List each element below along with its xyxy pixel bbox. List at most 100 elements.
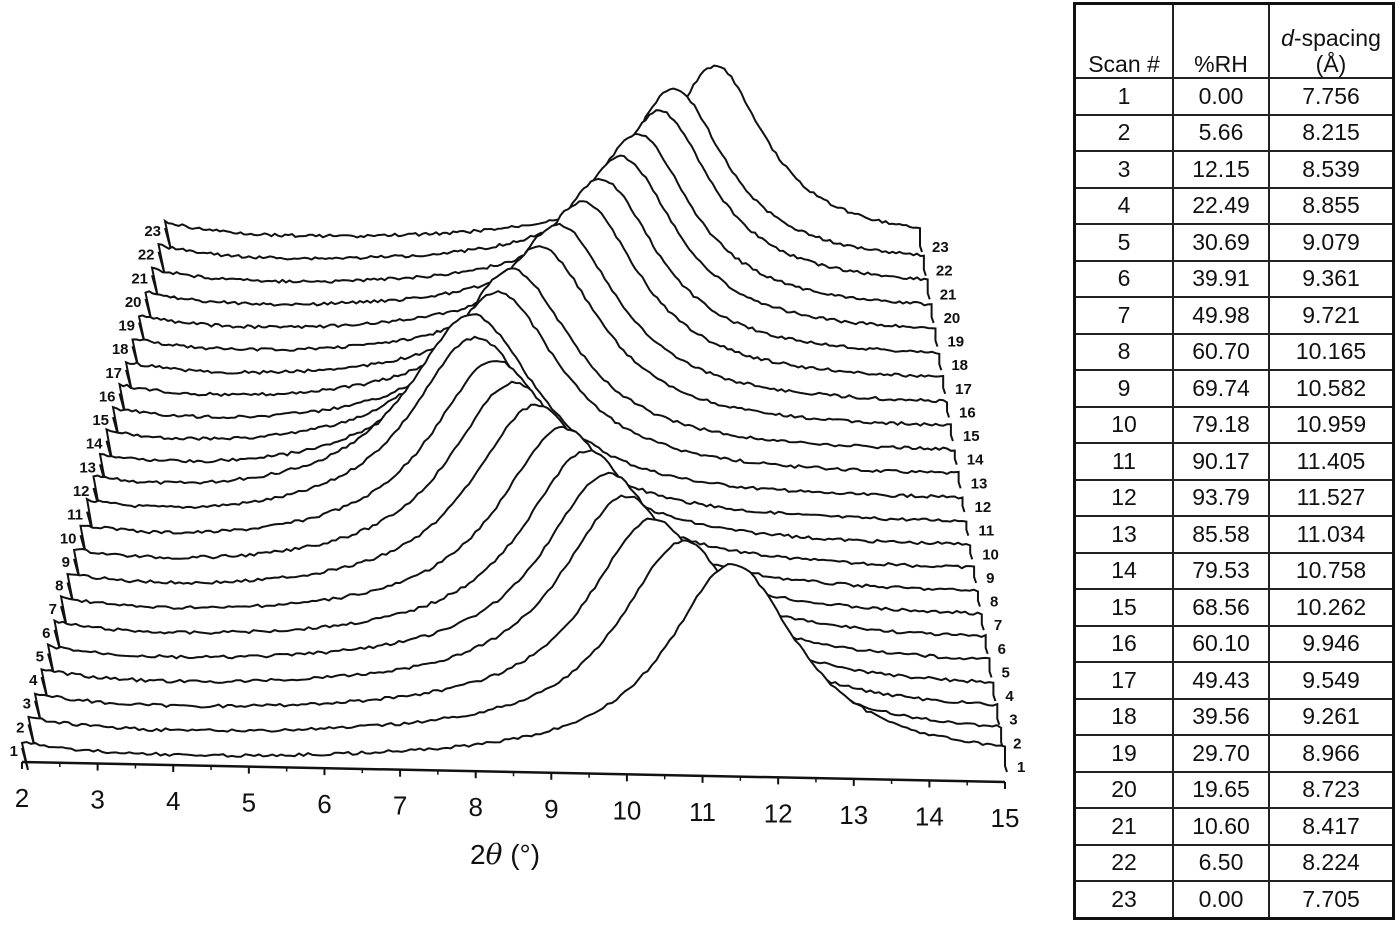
cell-d-spacing: 9.549 xyxy=(1268,661,1395,700)
table-row: 3 12.15 8.539 xyxy=(1073,150,1395,189)
x-tick-label: 14 xyxy=(915,801,944,831)
cell-scan: 15 xyxy=(1073,588,1174,627)
cell-rh: 60.10 xyxy=(1172,624,1270,663)
header-d-rest: -spacing xyxy=(1293,25,1381,51)
scan-label-left: 14 xyxy=(86,436,103,453)
scan-trace xyxy=(163,64,923,253)
scan-label-right: 6 xyxy=(998,641,1006,658)
x-tick-label: 3 xyxy=(90,785,104,815)
cell-d-spacing: 8.417 xyxy=(1268,807,1395,846)
scan-label-left: 11 xyxy=(67,507,83,524)
header-d-spacing: d-spacing (Å) xyxy=(1268,2,1395,79)
table-row: 21 10.60 8.417 xyxy=(1073,807,1395,846)
cell-rh: 90.17 xyxy=(1172,442,1270,481)
scan-label-left: 19 xyxy=(118,318,135,335)
cell-d-spacing: 8.215 xyxy=(1268,113,1395,152)
scan-trace xyxy=(66,403,981,607)
table-row: 14 79.53 10.758 xyxy=(1073,551,1395,590)
cell-rh: 69.74 xyxy=(1172,369,1270,408)
scan-label-left: 21 xyxy=(131,270,148,287)
cell-scan: 7 xyxy=(1073,296,1174,335)
scan-label-left: 17 xyxy=(105,365,122,382)
cell-rh: 49.98 xyxy=(1172,296,1270,335)
cell-rh: 12.15 xyxy=(1172,150,1270,189)
cell-scan: 1 xyxy=(1073,77,1174,116)
x-tick-label: 10 xyxy=(612,795,641,825)
scan-trace xyxy=(72,380,978,584)
header-rh: %RH xyxy=(1172,2,1270,79)
cell-scan: 4 xyxy=(1073,186,1174,225)
table-row: 17 49.43 9.549 xyxy=(1073,661,1395,700)
scan-trace xyxy=(105,267,958,466)
x-axis-label-prefix: 2 xyxy=(470,839,486,870)
x-axis-label-unit: (°) xyxy=(502,839,541,870)
table-row: 6 39.91 9.361 xyxy=(1073,259,1395,298)
cell-rh: 39.56 xyxy=(1172,697,1270,736)
scan-label-left: 10 xyxy=(60,530,77,547)
chart-plot: 2323222221212020191918181717161615151414… xyxy=(10,64,1025,833)
scan-label-right: 12 xyxy=(975,499,992,516)
x-tick-label: 6 xyxy=(317,789,331,819)
scan-label-right: 10 xyxy=(982,546,999,563)
scan-label-right: 1 xyxy=(1017,759,1025,776)
x-tick-label: 2 xyxy=(15,783,29,813)
scan-trace xyxy=(40,494,997,702)
x-tick-label: 15 xyxy=(991,803,1020,833)
cell-d-spacing: 9.261 xyxy=(1268,697,1395,736)
scan-trace xyxy=(46,471,993,678)
scan-label-left: 18 xyxy=(112,341,129,358)
table-row: 2 5.66 8.215 xyxy=(1073,113,1395,152)
cell-scan: 8 xyxy=(1073,332,1174,371)
x-tick-label: 13 xyxy=(839,800,868,830)
scan-trace xyxy=(53,449,989,655)
scan-label-right: 22 xyxy=(936,263,953,280)
scan-trace xyxy=(118,222,950,418)
cell-scan: 20 xyxy=(1073,770,1174,809)
cell-d-spacing: 8.224 xyxy=(1268,843,1395,882)
cell-scan: 22 xyxy=(1073,843,1174,882)
x-tick-label: 5 xyxy=(242,788,256,818)
scan-label-right: 20 xyxy=(944,310,961,327)
cell-d-spacing: 7.705 xyxy=(1268,880,1395,919)
scan-label-right: 2 xyxy=(1013,735,1021,752)
scan-label-left: 7 xyxy=(49,601,57,618)
cell-rh: 39.91 xyxy=(1172,259,1270,298)
x-tick-label: 11 xyxy=(689,797,716,827)
cell-rh: 30.69 xyxy=(1172,223,1270,262)
scan-label-right: 8 xyxy=(990,594,998,611)
x-axis-label-symbol: θ xyxy=(485,838,503,871)
scan-label-right: 7 xyxy=(994,617,1002,634)
cell-rh: 0.00 xyxy=(1172,880,1270,919)
cell-rh: 79.53 xyxy=(1172,551,1270,590)
cell-rh: 6.50 xyxy=(1172,843,1270,882)
scan-data-table: Scan # %RH d-spacing (Å) 1 0.00 7.756 2 5.66 8… xyxy=(1073,2,1395,920)
cell-scan: 5 xyxy=(1073,223,1174,262)
cell-d-spacing: 11.034 xyxy=(1268,515,1395,554)
cell-scan: 14 xyxy=(1073,551,1174,590)
scan-label-left: 22 xyxy=(138,247,155,264)
scan-label-left: 3 xyxy=(23,696,31,713)
cell-d-spacing: 8.966 xyxy=(1268,734,1395,773)
scan-label-right: 21 xyxy=(940,286,957,303)
scan-label-left: 16 xyxy=(99,388,116,405)
cell-rh: 29.70 xyxy=(1172,734,1270,773)
cell-scan: 19 xyxy=(1073,734,1174,773)
cell-d-spacing: 9.361 xyxy=(1268,259,1395,298)
table-row: 12 93.79 11.527 xyxy=(1073,478,1395,517)
scan-label-right: 19 xyxy=(947,334,964,351)
cell-rh: 93.79 xyxy=(1172,478,1270,517)
cell-rh: 22.49 xyxy=(1172,186,1270,225)
cell-scan: 13 xyxy=(1073,515,1174,554)
scan-label-left: 9 xyxy=(62,554,70,571)
cell-rh: 79.18 xyxy=(1172,405,1270,444)
cell-scan: 3 xyxy=(1073,150,1174,189)
cell-d-spacing: 9.721 xyxy=(1268,296,1395,335)
scan-label-right: 18 xyxy=(951,357,968,374)
scan-label-left: 1 xyxy=(10,743,18,760)
table-row: 9 69.74 10.582 xyxy=(1073,369,1395,408)
scan-trace xyxy=(79,360,974,560)
table-row: 23 0.00 7.705 xyxy=(1073,880,1395,919)
table-row: 1 0.00 7.756 xyxy=(1073,77,1395,116)
scan-label-left: 20 xyxy=(125,294,142,311)
table-row: 11 90.17 11.405 xyxy=(1073,442,1395,481)
